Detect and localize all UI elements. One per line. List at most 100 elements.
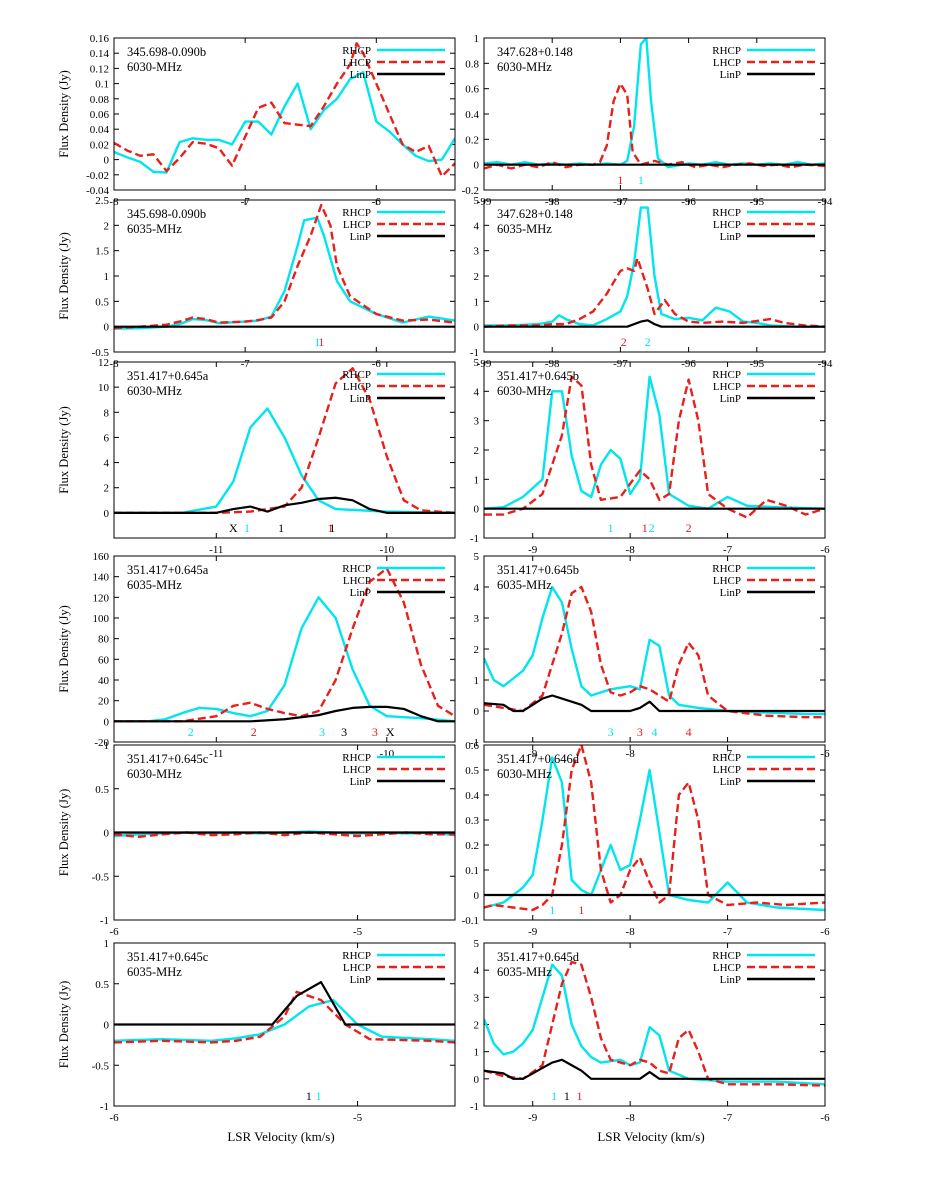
legend-label: LinP [720,69,741,81]
series-rhcp [114,998,455,1042]
plot-frame [113,744,456,921]
panel-title: 351.417+0.645a [127,563,209,577]
panel-title: 351.417+0.646d [497,752,580,766]
series-rhcp [114,216,455,330]
legend-label: LinP [350,776,371,788]
component-marker: 3 [608,725,614,739]
y-tick-label: 0.5 [95,784,109,796]
panel-subtitle: 6030-MHz [127,384,182,398]
component-marker: 1 [638,173,644,187]
x-tick-label: -9 [528,1112,538,1124]
y-tick-label: 3 [474,613,480,625]
y-tick-label: 1 [104,271,110,283]
y-tick-label: 4 [474,965,480,977]
panel-10: -0.1 0 0.1 0.2 0.3 0.4 0.5 0.6 -9 -8 -7 -6 351.417+0… [462,740,830,938]
y-tick-label: 0.1 [95,79,109,91]
component-marker: 4 [686,725,692,739]
x-tick-label: -6 [372,358,382,370]
y-tick-label: 0.4 [465,790,479,802]
y-tick-label: 4 [474,220,480,232]
legend-label: LHCP [343,575,371,587]
plot-frame [113,942,456,1107]
legend-label: RHCP [342,563,371,575]
y-tick-label: 0 [104,155,110,167]
component-marker: 2 [686,521,692,535]
y-tick-label: 2.5 [95,195,109,207]
y-tick-label: -0.5 [92,347,110,359]
y-tick-label: 0.08 [90,94,110,106]
plot-area [114,830,455,839]
legend-label: LinP [350,393,371,405]
legend-label: RHCP [712,45,741,57]
y-tick-label: 4 [104,458,110,470]
series-rhcp [114,596,455,723]
x-tick-label: -5 [353,926,363,938]
legend-label: LinP [720,231,741,243]
y-tick-label: -1 [470,1101,479,1113]
y-tick-label: 0.04 [90,124,110,136]
x-tick-label: -7 [723,926,733,938]
y-tick-label: 4 [474,386,480,398]
y-tick-label: 1.5 [95,246,109,258]
y-tick-label: 2 [474,445,480,457]
y-tick-label: 2 [474,644,480,656]
panel-title: 351.417+0.645d [497,950,580,964]
component-marker: 1 [244,521,250,535]
legend-label: LinP [350,587,371,599]
x-tick-label: -7 [241,358,251,370]
y-tick-label: -1 [100,915,109,927]
panel-subtitle: 6035-MHz [497,578,552,592]
plot-frame [113,199,456,353]
series-lhcp [114,567,455,723]
component-marker: 1 [316,1089,322,1103]
y-tick-label: 0.2 [465,840,479,852]
x-tick-label: -11 [209,544,223,556]
legend-label: LHCP [713,381,741,393]
y-tick-label: 0.02 [90,139,109,151]
component-marker: 4 [652,725,658,739]
panel-subtitle: 6030-MHz [497,384,552,398]
y-tick-label: 5 [474,938,480,950]
x-tick-label: -11 [209,748,223,760]
panel-title: 345.698-0.090b [127,45,206,59]
panel-title: 351.417+0.645a [127,369,209,383]
y-tick-label: 140 [93,572,110,584]
component-marker: 2 [645,335,651,349]
y-tick-label: 40 [98,675,110,687]
x-tick-label: -9 [528,926,538,938]
component-marker: 1 [617,173,623,187]
panel-title: 351.417+0.645b [497,563,579,577]
y-tick-label: 0.4 [465,109,479,121]
x-tick-label: -96 [681,358,696,370]
legend-label: RHCP [712,950,741,962]
y-tick-label: 2 [104,220,110,232]
panels: -0.04-0.0200.020.040.060.080.10.120.140.… [57,33,833,1124]
panel-title: 347.628+0.148 [497,45,573,59]
y-tick-label: 20 [98,696,110,708]
y-tick-label: 0 [474,160,480,172]
series-linp [484,694,825,713]
legend-label: LHCP [343,57,371,69]
legend-label: LHCP [343,764,371,776]
y-tick-label: -1 [470,737,479,749]
x-tick-label: -8 [626,926,636,938]
legend-label: RHCP [342,950,371,962]
legend-label: LHCP [343,962,371,974]
series-linp [114,705,455,723]
series-lhcp [484,257,825,328]
y-tick-label: 2 [104,483,110,495]
y-axis-label: Flux Density (Jy) [57,232,71,320]
component-marker: 1 [329,521,335,535]
x-tick-label: -6 [820,544,830,556]
plot-area [114,981,455,1044]
series-linp [114,496,455,514]
legend-label: LinP [350,69,371,81]
component-marker: 1 [549,903,555,917]
panel-title: 347.628+0.148 [497,207,573,221]
y-tick-label: 1 [104,938,110,950]
plot-area [114,42,455,178]
legend-label: LinP [720,393,741,405]
